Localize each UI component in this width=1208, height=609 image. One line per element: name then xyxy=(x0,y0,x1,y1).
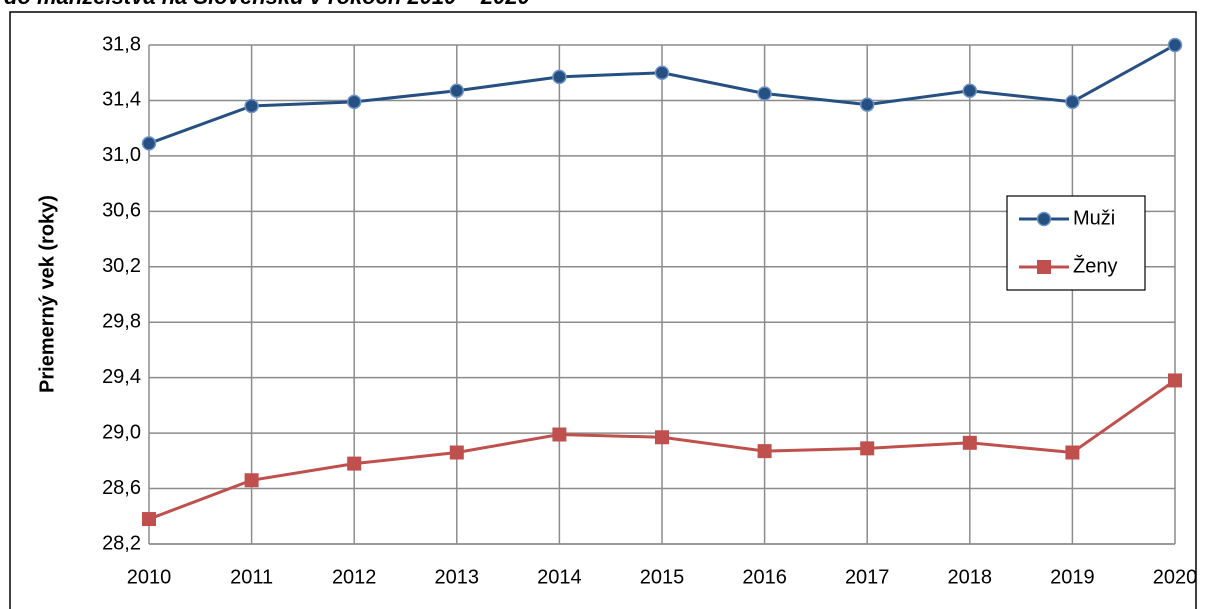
marker xyxy=(1065,94,1080,110)
marker xyxy=(244,473,259,488)
marker xyxy=(1167,37,1183,53)
x-tick-label: 2017 xyxy=(845,566,890,588)
x-tick-label: 2012 xyxy=(332,566,377,588)
marker xyxy=(142,512,156,527)
marker xyxy=(654,65,670,80)
x-tick-label: 2020 xyxy=(1153,566,1198,588)
marker xyxy=(449,83,465,98)
legend-label: Muži xyxy=(1073,207,1115,229)
marker xyxy=(449,445,464,460)
marker xyxy=(1168,373,1182,388)
marker xyxy=(962,435,977,450)
marker xyxy=(655,430,669,445)
y-tick-label: 29,4 xyxy=(102,366,141,388)
x-tick-label: 2016 xyxy=(742,566,787,588)
legend-marker xyxy=(1036,211,1052,227)
marker xyxy=(757,444,772,459)
x-tick-label: 2010 xyxy=(127,566,172,588)
marker xyxy=(244,98,259,114)
legend-box xyxy=(1006,195,1146,291)
marker xyxy=(552,427,567,442)
legend-label: Ženy xyxy=(1073,254,1117,277)
marker xyxy=(346,94,362,110)
y-tick-label: 29,8 xyxy=(102,311,141,333)
y-tick-label: 31,0 xyxy=(102,144,141,166)
y-tick-label: 29,0 xyxy=(102,421,141,443)
marker xyxy=(552,69,567,85)
y-tick-label: 30,6 xyxy=(102,200,141,222)
x-tick-label: 2019 xyxy=(1050,566,1095,588)
marker xyxy=(962,83,978,98)
marker xyxy=(859,97,875,112)
y-tick-label: 31,8 xyxy=(102,33,141,55)
marker xyxy=(347,456,362,471)
x-tick-label: 2011 xyxy=(230,566,273,588)
chart-frame xyxy=(9,11,1197,609)
y-tick-label: 28,6 xyxy=(102,477,141,499)
marker xyxy=(141,136,157,151)
y-tick-label: 31,4 xyxy=(102,89,141,111)
y-tick-label: 30,2 xyxy=(102,255,141,277)
marker xyxy=(860,441,875,456)
marker xyxy=(757,86,772,101)
y-tick-label: 28,2 xyxy=(102,532,141,554)
x-tick-label: 2015 xyxy=(640,566,685,588)
x-tick-label: 2014 xyxy=(537,566,582,588)
y-axis-label: Priemerný vek (roky) xyxy=(36,195,58,393)
chart-title: do manželstva na Slovensku v rokoch 2010… xyxy=(4,0,531,9)
legend-marker xyxy=(1037,260,1051,274)
x-tick-label: 2018 xyxy=(948,566,993,588)
x-tick-label: 2013 xyxy=(435,566,480,588)
marker xyxy=(1065,445,1080,460)
